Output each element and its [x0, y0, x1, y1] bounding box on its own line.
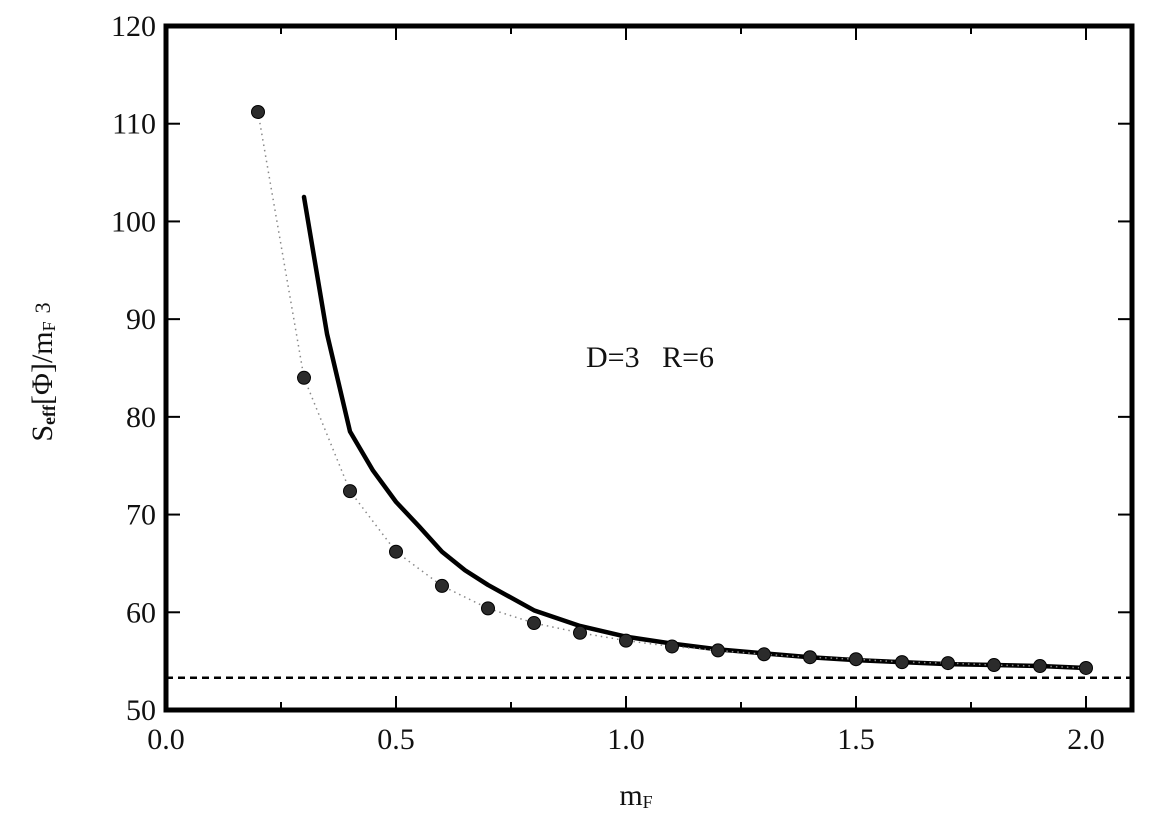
data-point: [1079, 660, 1093, 675]
x-axis-title-main: m: [619, 779, 642, 812]
y-tick-label: 100: [111, 205, 156, 238]
data-point: [1033, 659, 1047, 674]
data-point: [343, 484, 357, 499]
data-point: [481, 601, 495, 616]
data-point: [803, 650, 817, 665]
data-point: [389, 544, 403, 559]
tick-labels: 0.0 0.5 1.0 1.5 2.0 50 60 70 80 90 100 110 120: [111, 10, 1105, 756]
annotation: D=3 R=6: [586, 341, 714, 374]
data-point: [297, 370, 311, 385]
plot-frame: [163, 23, 1135, 713]
y-tick-label: 50: [126, 694, 156, 727]
data-point: [757, 647, 771, 662]
x-tick-label: 1.0: [607, 723, 645, 756]
data-point: [435, 578, 449, 593]
data-point: [987, 658, 1001, 673]
x-axis-title: mF: [619, 779, 652, 812]
y-tick-label: 90: [126, 303, 156, 336]
y-tick-label: 120: [111, 10, 156, 43]
solid-curve: [301, 194, 1089, 671]
y-axis-title-pow: 3: [30, 302, 55, 313]
data-point: [665, 639, 679, 654]
data-point: [573, 625, 587, 640]
data-point: [619, 633, 633, 648]
dotted-curve: [257, 111, 1087, 669]
x-tick-label: 1.5: [837, 723, 875, 756]
x-tick-label: 2.0: [1067, 723, 1105, 756]
y-axis-title-rest: [Φ]/m: [26, 331, 59, 405]
plot-area: [166, 104, 1132, 680]
y-tick-label: 80: [126, 401, 156, 434]
y-axis-title-eff: eff: [39, 404, 59, 425]
data-point: [849, 652, 863, 667]
x-tick-label: 0.5: [377, 723, 415, 756]
y-axis-title-sub: F: [39, 321, 59, 331]
x-tick-label: 0.0: [147, 723, 185, 756]
y-tick-label: 110: [112, 108, 156, 141]
data-point: [711, 643, 725, 658]
data-point: [251, 104, 265, 119]
y-axis-title: Seff[Φ]/mF 3: [26, 302, 59, 441]
x-axis-title-sub: F: [643, 792, 653, 812]
data-point: [527, 616, 541, 631]
y-tick-label: 60: [126, 596, 156, 629]
data-point: [895, 655, 909, 670]
y-tick-label: 70: [126, 499, 156, 532]
data-point: [941, 656, 955, 671]
y-axis-title-s: S: [26, 425, 59, 442]
